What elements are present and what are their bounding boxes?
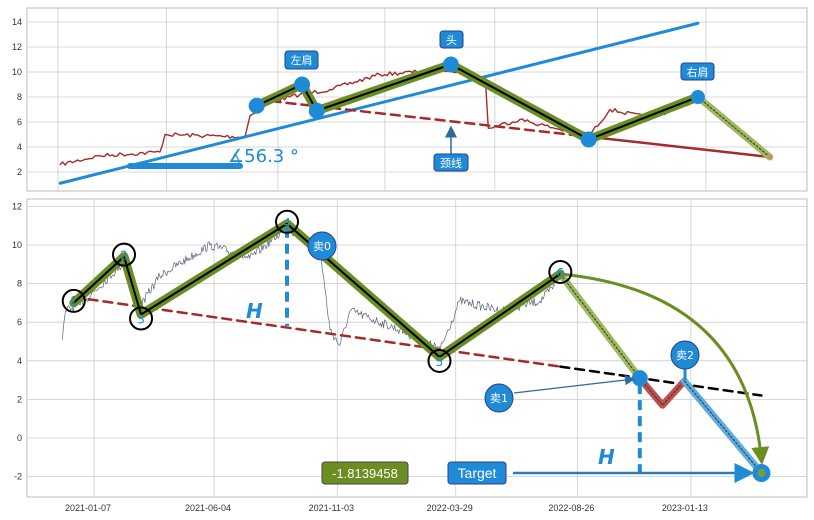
left-shoulder-box [284, 50, 319, 70]
neckline-dashed [255, 98, 590, 138]
angle-label: ∡56.3 ° [228, 146, 299, 167]
y-tick-label: 6 [17, 117, 22, 127]
target-value-box [321, 461, 409, 485]
neckline-label: 颈线 [440, 156, 462, 170]
right-shoulder-box [680, 62, 715, 81]
x-tick-label: 2023-01-13 [662, 503, 708, 513]
bottom-annotations: H H -1.8139458 Target 卖0 卖1 卖2 [246, 231, 755, 485]
y-tick-label: 8 [17, 92, 22, 102]
sell0-marker [307, 231, 337, 261]
target-label: Target [458, 465, 497, 481]
x-tick-label: 2022-08-26 [548, 503, 594, 513]
pivot-circle [548, 259, 573, 284]
sell1-point [631, 370, 648, 387]
pattern-line [72, 222, 562, 358]
y-tick-label: 8 [17, 279, 22, 289]
left-shoulder-label: 左肩 [291, 53, 313, 67]
height-label-2: H [598, 445, 615, 469]
y-tick-label: 12 [12, 201, 22, 211]
y-tick-label: 10 [12, 240, 22, 250]
x-tick-label: 2021-11-03 [309, 503, 354, 513]
pullback-line [639, 377, 685, 406]
y-tick-label: -2 [14, 472, 22, 482]
y-tick-label: 12 [12, 42, 22, 52]
pattern-point [248, 97, 265, 114]
y-tick-label: 2 [17, 167, 22, 177]
target-box [447, 461, 507, 485]
x-tick-label: 2021-06-04 [185, 503, 231, 513]
pivot-label: 2 [120, 249, 128, 263]
sell1-label: 卖1 [490, 392, 508, 405]
y-tick-label: 0 [17, 433, 22, 443]
pivot-circle [61, 288, 86, 313]
trend-line [58, 21, 700, 185]
pattern-line [255, 63, 699, 141]
pivot-circle [275, 209, 300, 234]
pivot-label: 3 [137, 312, 145, 326]
x-tick-label: 2021-01-07 [65, 503, 111, 513]
sell2-marker [670, 340, 700, 370]
breakdown-line [559, 273, 641, 379]
x-tick-label: 2022-03-29 [427, 503, 473, 513]
pattern-point [308, 102, 325, 119]
neckline-extension [559, 365, 763, 397]
pivot-circle [129, 306, 154, 331]
target-arc-arrow [560, 272, 770, 465]
target-line [683, 380, 762, 474]
top-annotations: 左肩 头 右肩 颈线 ∡56.3 ° [228, 30, 715, 172]
pivot-label: 6 [557, 266, 565, 280]
neckline-box [433, 153, 469, 172]
sell1-marker [484, 383, 514, 413]
y-tick-label: 10 [12, 67, 22, 77]
sell2-label: 卖2 [676, 349, 694, 362]
pattern-point [580, 131, 597, 148]
head-label: 头 [446, 34, 457, 47]
projection-line [697, 96, 771, 158]
pattern-point [690, 90, 705, 104]
target-point-inner [757, 469, 766, 478]
pattern-point [442, 56, 459, 73]
pivot-label: 1 [70, 295, 78, 309]
sell0-label: 卖0 [313, 240, 331, 253]
y-tick-label: 6 [17, 317, 22, 327]
head-box [439, 30, 464, 49]
y-tick-label: 4 [17, 142, 22, 152]
height-label-1: H [246, 299, 263, 323]
y-tick-label: 14 [12, 17, 22, 27]
pivot-circle [112, 242, 137, 267]
right-shoulder-label: 右肩 [687, 65, 709, 79]
target-value-label: -1.8139458 [332, 466, 398, 481]
sell1-pointer [513, 374, 636, 394]
pivot-circle [427, 348, 452, 373]
top-panel: 2 4 6 8 10 12 14 [12, 7, 808, 192]
y-tick-label: 2 [17, 394, 22, 404]
pattern-point [294, 76, 311, 93]
projection-end-point [766, 154, 773, 160]
y-tick-label: 4 [17, 356, 22, 366]
neckline-solid [587, 135, 771, 159]
pivot-label: 5 [436, 355, 444, 369]
pivot-label: 4 [283, 216, 291, 230]
